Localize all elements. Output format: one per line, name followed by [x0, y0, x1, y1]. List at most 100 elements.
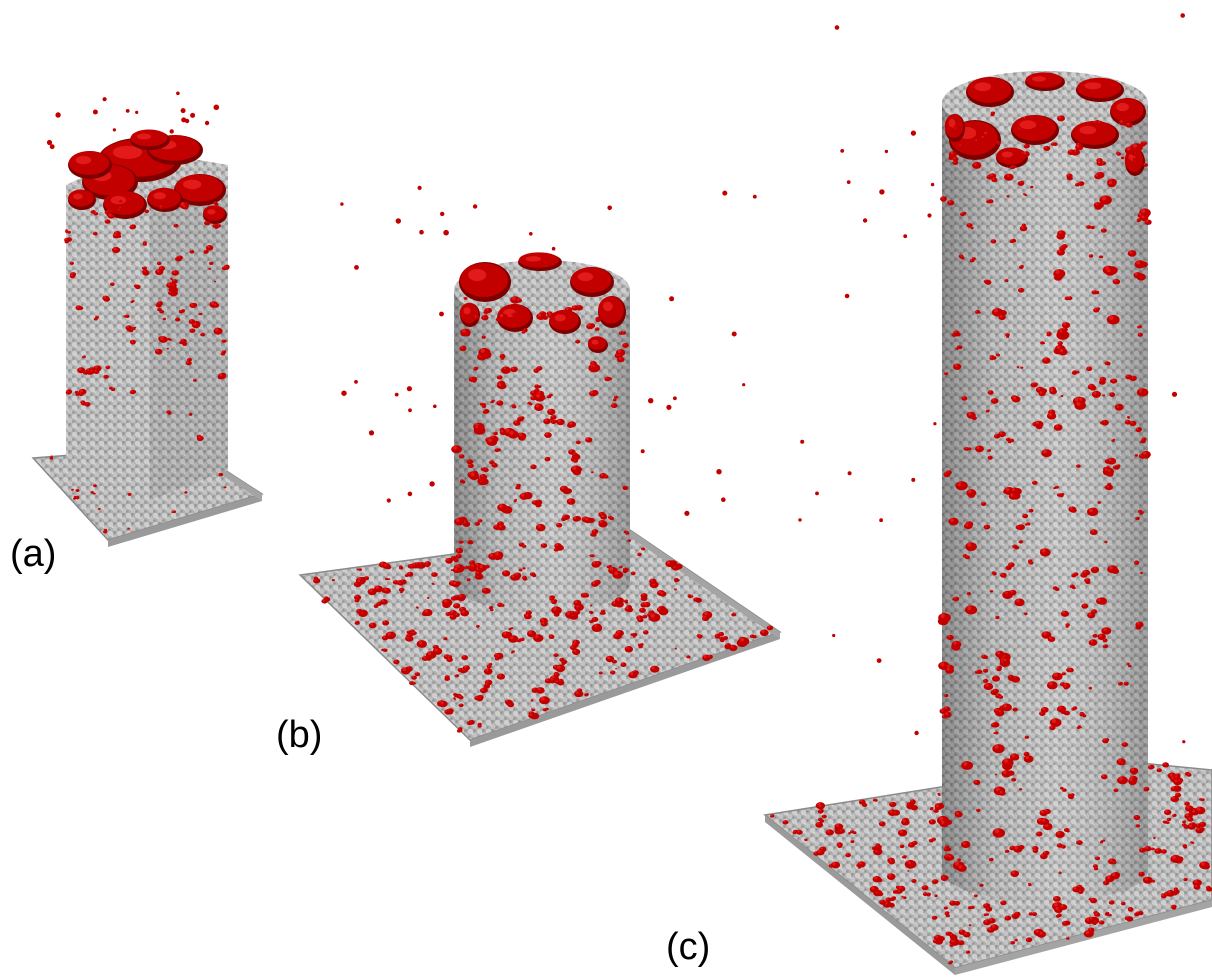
- panel-a-free-particle: [176, 91, 180, 96]
- panel-b-adsorbed-cluster: [494, 448, 501, 453]
- panel-c-adsorbed-cluster: [961, 396, 968, 401]
- panel-b-adsorbed-cluster: [531, 499, 543, 508]
- panel-a-substrate-cluster: [127, 492, 132, 496]
- panel-c-free-particle: [847, 471, 852, 476]
- panel-c-adsorbed-cluster: [972, 161, 982, 169]
- panel-b-pillar: [298, 185, 782, 747]
- panel-b-substrate-cluster: [736, 636, 750, 648]
- panel-c-substrate-cluster: [983, 913, 990, 916]
- panel-a-adsorbed-cluster: [103, 374, 109, 379]
- panel-a-adsorbed-cluster: [74, 390, 80, 396]
- panel-b-adsorbed-cluster: [575, 440, 581, 445]
- panel-a-free-particle: [181, 117, 187, 123]
- panel-b-substrate-cluster: [493, 653, 503, 661]
- panel-b-adsorbed-cluster: [606, 564, 612, 569]
- panel-c-adsorbed-cluster: [966, 489, 977, 498]
- panel-c-adsorbed-cluster: [1032, 480, 1038, 485]
- panel-b-adsorbed-cluster: [619, 565, 623, 569]
- panel-c-adsorbed-cluster: [1020, 366, 1024, 369]
- panel-b-substrate-cluster: [598, 671, 603, 675]
- panel-c-adsorbed-cluster: [1127, 416, 1130, 419]
- panel-c-adsorbed-cluster: [1087, 507, 1099, 517]
- panel-c-substrate-cluster: [1127, 907, 1134, 912]
- panel-b-adsorbed-cluster: [474, 571, 484, 580]
- panel-c-adsorbed-cluster: [1112, 278, 1121, 285]
- panel-c-substrate-cluster: [828, 861, 841, 869]
- panel-c-adsorbed-cluster: [997, 703, 1012, 715]
- panel-c-substrate-cluster: [928, 819, 936, 825]
- panel-a-adsorbed-cluster: [193, 379, 197, 382]
- panel-b-substrate-cluster: [574, 688, 584, 698]
- panel-b-substrate-cluster: [584, 693, 589, 697]
- panel-a-adsorbed-cluster: [200, 332, 206, 337]
- panel-b-adsorbed-cluster: [510, 296, 522, 304]
- panel-c-substrate-cluster: [1184, 771, 1192, 777]
- panel-c-free-particle: [798, 518, 802, 522]
- panel-b-substrate-cluster: [528, 711, 540, 720]
- panel-b-adsorbed-cluster: [458, 540, 464, 544]
- panel-c-adsorbed-cluster: [943, 372, 949, 376]
- panel-c-adsorbed-cluster: [1118, 119, 1133, 128]
- panel-c-adsorbed-cluster: [974, 139, 980, 143]
- panel-c-adsorbed-cluster: [1071, 572, 1079, 578]
- panel-b-substrate-cluster: [405, 632, 414, 642]
- panel-c-adsorbed-cluster: [1116, 151, 1122, 156]
- panel-b-surface-cluster: [598, 296, 626, 328]
- panel-a-adsorbed-cluster: [142, 269, 150, 276]
- panel-c-substrate-cluster: [1083, 927, 1095, 938]
- panel-b-adsorbed-cluster: [511, 404, 517, 409]
- panel-c-adsorbed-cluster: [955, 481, 968, 491]
- panel-b-adsorbed-cluster: [473, 314, 480, 320]
- panel-c-substrate-cluster: [928, 837, 936, 843]
- panel-c-adsorbed-cluster: [999, 657, 1011, 667]
- panel-c-substrate-cluster: [1170, 854, 1184, 864]
- panel-a-adsorbed-cluster: [129, 339, 136, 345]
- panel-a-substrate-cluster: [103, 528, 108, 534]
- panel-b-substrate-cluster: [331, 579, 335, 582]
- panel-c-adsorbed-cluster: [963, 447, 972, 451]
- panel-c-adsorbed-cluster: [1055, 831, 1065, 838]
- panel-b-free-particle: [429, 481, 435, 487]
- panel-c-adsorbed-cluster: [1061, 244, 1068, 249]
- panel-c-adsorbed-cluster: [1005, 437, 1015, 444]
- panel-c-adsorbed-cluster: [1133, 272, 1146, 281]
- panel-b-free-particle: [472, 204, 478, 209]
- panel-b-free-particle: [417, 185, 422, 190]
- panel-c-adsorbed-cluster: [1104, 457, 1117, 465]
- panel-b-adsorbed-cluster: [612, 395, 619, 402]
- panel-c-adsorbed-cluster: [1052, 586, 1060, 591]
- panel-b-substrate-cluster: [610, 670, 616, 675]
- panel-b-substrate-cluster: [480, 687, 488, 694]
- panel-b-adsorbed-cluster: [477, 473, 488, 482]
- panel-c-adsorbed-cluster: [1039, 808, 1051, 817]
- panel-a-substrate-cluster: [184, 491, 188, 494]
- panel-c-substrate-cluster: [1172, 813, 1177, 817]
- panel-c-adsorbed-cluster: [993, 786, 1006, 796]
- panel-b-adsorbed-cluster: [559, 485, 573, 495]
- panel-c-adsorbed-cluster: [1076, 725, 1082, 730]
- panel-c-substrate-cluster: [901, 817, 910, 826]
- panel-b-adsorbed-cluster: [591, 561, 602, 568]
- panel-c-adsorbed-cluster: [1096, 307, 1101, 311]
- panel-c-adsorbed-cluster: [995, 693, 1004, 699]
- panel-c-adsorbed-cluster: [1012, 544, 1020, 550]
- panel-c-adsorbed-cluster: [1102, 394, 1106, 397]
- panel-c-adsorbed-cluster: [993, 431, 1006, 439]
- panel-c-adsorbed-cluster: [1086, 366, 1093, 372]
- panel-c-substrate-cluster: [1188, 806, 1206, 816]
- panel-c-substrate-cluster: [958, 929, 971, 938]
- panel-a-adsorbed-cluster: [166, 347, 169, 350]
- panel-a-free-particle: [190, 112, 196, 118]
- panel-c-adsorbed-cluster: [981, 654, 988, 659]
- panel-c-adsorbed-cluster: [969, 257, 976, 263]
- panel-a-free-particle: [112, 128, 116, 132]
- panel-b-adsorbed-particles: [313, 185, 774, 733]
- panel-a-surface-cluster: [147, 187, 183, 212]
- panel-c-adsorbed-cluster: [1020, 151, 1030, 158]
- panel-b-free-particle: [742, 383, 746, 387]
- panel-c-adsorbed-cluster: [1066, 667, 1074, 673]
- panel-c-adsorbed-cluster: [1102, 644, 1109, 649]
- panel-b-substrate-cluster: [431, 582, 435, 585]
- panel-c-substrate-cluster: [1099, 920, 1105, 925]
- panel-c-adsorbed-cluster: [965, 542, 977, 551]
